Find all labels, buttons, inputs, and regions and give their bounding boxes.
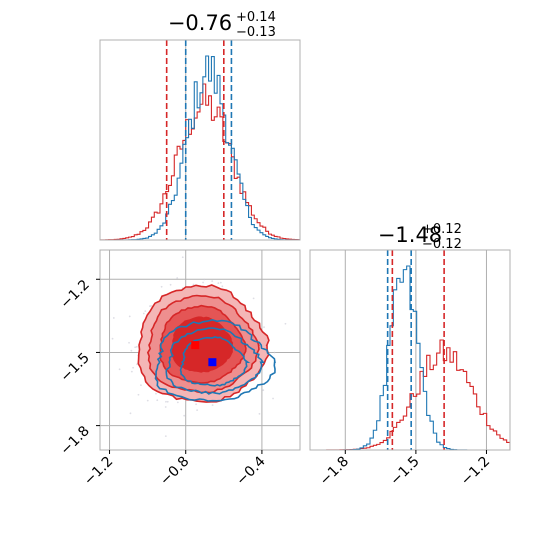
hist-right-frame xyxy=(309,249,511,451)
hist-right-series-a xyxy=(310,339,510,450)
contour-series-b xyxy=(165,327,265,395)
hist-right-x-ticks: −1.8 −1.5 −1.2 xyxy=(317,450,493,489)
scatter-point xyxy=(165,400,167,403)
scatter-point xyxy=(142,312,145,315)
scatter-point xyxy=(217,282,220,285)
hist-top-series-b xyxy=(100,55,300,240)
hist-right-series xyxy=(310,265,510,450)
scatter-point xyxy=(263,326,265,329)
hist-right-x-tick-label: −1.5 xyxy=(387,454,422,489)
hist-panel-top: −0.76 +0.14 −0.13 xyxy=(99,10,301,241)
scatter-point xyxy=(262,389,265,392)
hist-right-title-sup: +0.12 xyxy=(422,222,462,237)
hist-top-title-sup: +0.14 xyxy=(236,10,276,25)
scatter-contours xyxy=(137,284,276,403)
scatter-y-tick-label: −1.8 xyxy=(57,423,92,458)
scatter-y-tick-label: −1.2 xyxy=(57,277,92,312)
scatter-point xyxy=(195,403,198,406)
marker-series-a xyxy=(191,341,200,350)
scatter-point xyxy=(164,435,167,438)
scatter-point xyxy=(160,285,163,288)
hist-top-title-sub: −0.13 xyxy=(236,25,276,40)
hist-right-quantile-lines xyxy=(386,250,445,450)
scatter-x-tick-label: −0.4 xyxy=(233,453,268,488)
scatter-point xyxy=(128,315,131,318)
scatter-point xyxy=(111,337,114,340)
scatter-point xyxy=(192,283,195,286)
scatter-point xyxy=(112,317,115,319)
scatter-point xyxy=(203,278,206,281)
hist-top-quantile-lines xyxy=(165,40,233,240)
scatter-point xyxy=(273,351,276,354)
scatter-point xyxy=(178,452,180,454)
scatter-point xyxy=(176,277,179,279)
scatter-point xyxy=(144,310,147,312)
hist-top-title: −0.76 xyxy=(168,11,232,35)
scatter-point xyxy=(202,281,204,284)
scatter-point xyxy=(169,283,172,286)
scatter-point xyxy=(134,346,137,349)
scatter-point xyxy=(219,281,222,284)
scatter-point xyxy=(137,393,140,396)
scatter-point xyxy=(221,285,224,288)
scatter-x-tick-label: −0.8 xyxy=(157,454,192,489)
scatter-point xyxy=(211,404,214,407)
scatter-point xyxy=(176,401,179,404)
scatter-point xyxy=(132,366,135,369)
scatter-point xyxy=(149,305,151,308)
hist-panel-right: −1.8 −1.5 −1.2 −1.48 +0.12 −0.12 xyxy=(309,222,511,489)
scatter-point xyxy=(130,370,133,373)
scatter-point xyxy=(164,406,167,408)
hist-right-x-tick-label: −1.2 xyxy=(458,454,493,489)
scatter-point xyxy=(140,384,142,387)
scatter-point xyxy=(118,368,121,371)
scatter-point xyxy=(130,349,133,352)
hist-top-frame xyxy=(99,39,301,241)
scatter-point xyxy=(155,392,157,395)
scatter-markers xyxy=(191,341,217,367)
scatter-point xyxy=(146,399,149,402)
hist-right-grid xyxy=(344,250,487,450)
hist-right-series-b xyxy=(310,265,510,450)
scatter-panel: −1.2 −0.8 −0.4 −1.2 −1.5 −1.8 xyxy=(57,249,301,489)
scatter-point xyxy=(211,280,214,282)
scatter-point xyxy=(252,297,255,300)
hist-right-title: −1.48 xyxy=(378,223,442,247)
contour-series-b xyxy=(179,336,251,387)
scatter-point xyxy=(272,397,274,400)
marker-series-b xyxy=(208,358,217,367)
scatter-x-ticks: −1.2 −0.8 −0.4 xyxy=(81,450,269,489)
scatter-point xyxy=(135,345,138,348)
hist-right-x-tick-label: −1.8 xyxy=(317,454,352,489)
scatter-point xyxy=(129,412,132,415)
scatter-y-tick-label: −1.5 xyxy=(57,350,92,385)
scatter-y-ticks: −1.2 −1.5 −1.8 xyxy=(57,277,100,458)
scatter-point xyxy=(95,313,97,315)
scatter-point xyxy=(284,322,287,325)
scatter-point xyxy=(258,412,261,415)
scatter-point xyxy=(181,256,184,259)
scatter-point xyxy=(128,341,130,344)
scatter-point xyxy=(166,400,169,403)
scatter-x-tick-label: −1.2 xyxy=(81,454,116,489)
contour-series-b xyxy=(154,318,276,402)
scatter-point xyxy=(156,399,159,402)
scatter-point xyxy=(196,409,199,411)
scatter-frame xyxy=(99,249,301,451)
hist-top-series xyxy=(100,55,300,240)
scatter-point xyxy=(183,414,186,417)
hist-right-title-sub: −0.12 xyxy=(422,237,462,252)
